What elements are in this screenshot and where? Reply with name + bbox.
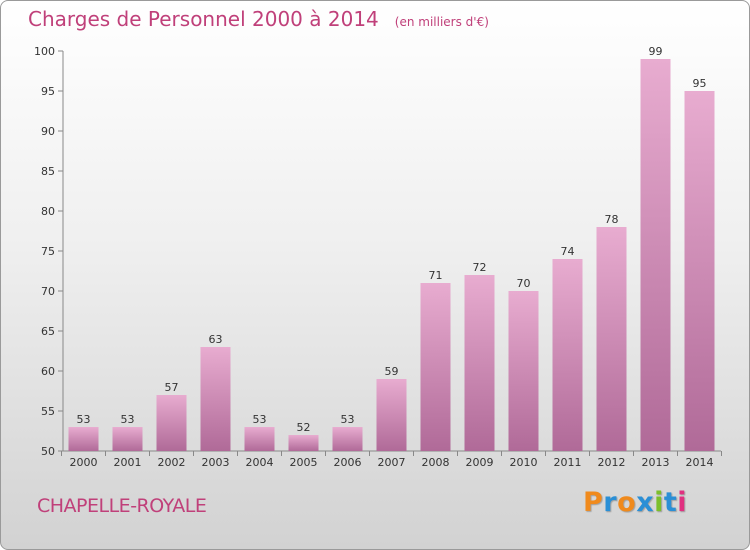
bar-value-label: 59 bbox=[385, 365, 399, 378]
bar-value-label: 53 bbox=[341, 413, 355, 426]
x-tick-label: 2008 bbox=[422, 456, 450, 469]
bar-2007 bbox=[376, 379, 407, 451]
y-tick-label: 95 bbox=[41, 85, 55, 98]
bar-2012 bbox=[596, 227, 627, 451]
bar-2006 bbox=[332, 427, 363, 451]
logo-letter: t bbox=[663, 487, 678, 518]
bar-2002 bbox=[156, 395, 187, 451]
bar-value-label: 53 bbox=[77, 413, 91, 426]
y-tick-label: 55 bbox=[41, 405, 55, 418]
chart-subtitle: (en milliers d'€) bbox=[394, 15, 489, 29]
x-tick-label: 2002 bbox=[158, 456, 186, 469]
bar-2001 bbox=[112, 427, 143, 451]
x-tick-label: 2005 bbox=[290, 456, 318, 469]
bar-value-label: 95 bbox=[693, 77, 707, 90]
logo-letter: i bbox=[677, 487, 688, 518]
x-tick-label: 2000 bbox=[70, 456, 98, 469]
bar-value-label: 72 bbox=[473, 261, 487, 274]
bar-2008 bbox=[420, 283, 451, 451]
bar-value-label: 63 bbox=[209, 333, 223, 346]
logo-letter: x bbox=[636, 487, 655, 518]
bar-value-label: 70 bbox=[517, 277, 531, 290]
x-tick-label: 2014 bbox=[686, 456, 714, 469]
y-tick-label: 90 bbox=[41, 125, 55, 138]
logo-letter: r bbox=[603, 487, 618, 518]
bar-2011 bbox=[552, 259, 583, 451]
commune-name: CHAPELLE-ROYALE bbox=[37, 495, 207, 517]
x-tick-label: 2001 bbox=[114, 456, 142, 469]
x-tick-label: 2007 bbox=[378, 456, 406, 469]
bar-2014 bbox=[684, 91, 715, 451]
y-tick-label: 85 bbox=[41, 165, 55, 178]
bar-value-label: 99 bbox=[649, 45, 663, 58]
y-tick-label: 50 bbox=[41, 445, 55, 458]
chart-title: Charges de Personnel 2000 à 2014 (en mill… bbox=[28, 7, 489, 31]
y-tick-label: 75 bbox=[41, 245, 55, 258]
bar-2004 bbox=[244, 427, 275, 451]
x-tick-label: 2012 bbox=[598, 456, 626, 469]
y-tick-label: 65 bbox=[41, 325, 55, 338]
bar-value-label: 78 bbox=[605, 213, 619, 226]
logo-letter: o bbox=[617, 487, 637, 518]
bar-2000 bbox=[68, 427, 99, 451]
bar-value-label: 71 bbox=[429, 269, 443, 282]
x-tick-label: 2004 bbox=[246, 456, 274, 469]
bar-value-label: 53 bbox=[121, 413, 135, 426]
x-tick-label: 2009 bbox=[466, 456, 494, 469]
bar-2003 bbox=[200, 347, 231, 451]
bar-2010 bbox=[508, 291, 539, 451]
x-tick-label: 2011 bbox=[554, 456, 582, 469]
title-text: Charges de Personnel 2000 à 2014 bbox=[28, 7, 379, 31]
bar-2013 bbox=[640, 59, 671, 451]
bar-value-label: 57 bbox=[165, 381, 179, 394]
bar-2009 bbox=[464, 275, 495, 451]
y-tick-label: 100 bbox=[34, 45, 55, 58]
bar-value-label: 74 bbox=[561, 245, 575, 258]
y-tick-label: 70 bbox=[41, 285, 55, 298]
bar-2005 bbox=[288, 435, 319, 451]
x-tick-label: 2003 bbox=[202, 456, 230, 469]
proxiti-logo: Proxiti bbox=[583, 487, 687, 518]
x-tick-label: 2010 bbox=[510, 456, 538, 469]
x-tick-label: 2006 bbox=[334, 456, 362, 469]
x-tick-label: 2013 bbox=[642, 456, 670, 469]
logo-letter: P bbox=[583, 487, 604, 518]
bar-value-label: 53 bbox=[253, 413, 267, 426]
y-tick-label: 60 bbox=[41, 365, 55, 378]
logo-letter: i bbox=[654, 487, 664, 518]
y-tick-label: 80 bbox=[41, 205, 55, 218]
bar-value-label: 52 bbox=[297, 421, 311, 434]
